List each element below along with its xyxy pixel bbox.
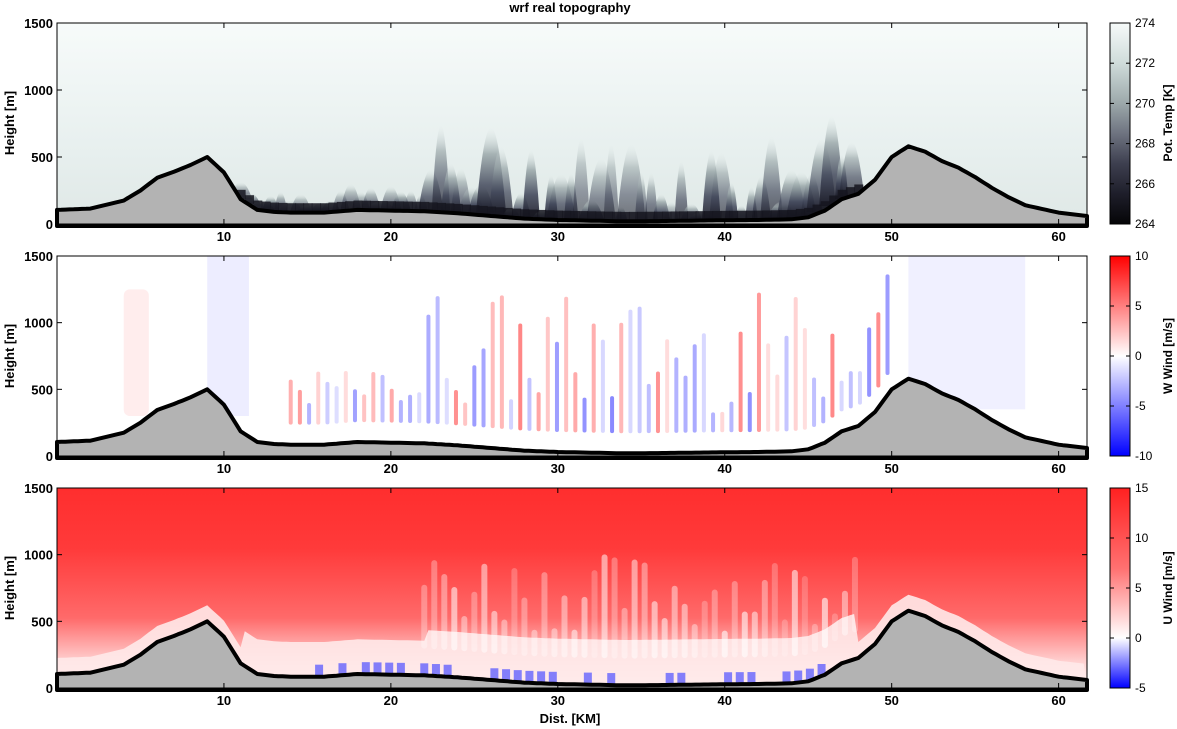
x-axis-label: Dist. [KM] (540, 711, 601, 726)
colorbar-ticks: -10 -5 0 5 10 (1110, 249, 1153, 463)
colorbar-tick-label: 0 (1135, 349, 1142, 363)
colorbar-label: U Wind [m/s] (1161, 551, 1175, 624)
x-axis: 10 20 30 40 50 60 (217, 488, 1066, 708)
colorbar-label: Pot. Temp [K] (1161, 84, 1175, 161)
x-tick-label: 60 (1051, 229, 1065, 244)
colorbar (1109, 22, 1131, 225)
y-tick-label: 0 (46, 217, 53, 232)
colorbar-tick-label: 5 (1135, 299, 1142, 313)
y-tick-label: 500 (31, 150, 53, 165)
colorbar-tick-label: 10 (1135, 531, 1149, 545)
y-tick-label: 0 (46, 681, 53, 696)
y-tick-label: 1000 (24, 83, 53, 98)
terrain-profile (55, 608, 1089, 692)
x-tick-label: 60 (1051, 461, 1065, 476)
figure-title: wrf real topography (508, 0, 631, 15)
y-axis: 0 500 1000 1500 (24, 16, 1087, 232)
y-tick-label: 500 (31, 614, 53, 629)
x-tick-label: 40 (718, 461, 732, 476)
colorbar-tick-label: 264 (1135, 217, 1155, 231)
colorbar-tick-label: -5 (1135, 681, 1146, 695)
colorbar-tick-label: 268 (1135, 137, 1155, 151)
x-tick-label: 60 (1051, 693, 1065, 708)
terrain-profile (55, 376, 1089, 460)
y-tick-label: 1000 (24, 316, 53, 331)
x-tick-label: 20 (384, 461, 398, 476)
y-tick-label: 500 (31, 382, 53, 397)
x-tick-label: 30 (551, 229, 565, 244)
y-tick-label: 0 (46, 449, 53, 464)
x-tick-label: 10 (217, 693, 231, 708)
y-tick-label: 1000 (24, 548, 53, 563)
plot-frame (56, 22, 1088, 225)
plot-frame (56, 487, 1088, 689)
colorbar-tick-label: 274 (1135, 16, 1155, 30)
y-tick-label: 1500 (24, 16, 53, 31)
colorbar-tick-label: 15 (1135, 481, 1149, 495)
y-tick-label: 1500 (24, 481, 53, 496)
y-axis-label: Height [m] (2, 324, 17, 388)
x-tick-label: 40 (718, 229, 732, 244)
colorbar-tick-label: 5 (1135, 581, 1142, 595)
terrain-profile (55, 144, 1089, 228)
x-tick-label: 50 (884, 229, 898, 244)
colorbar-tick-label: 0 (1135, 631, 1142, 645)
colorbar-tick-label: 10 (1135, 249, 1149, 263)
y-axis-label: Height [m] (2, 91, 17, 155)
colorbar-tick-label: 266 (1135, 177, 1155, 191)
plot-frame (56, 255, 1088, 457)
x-tick-label: 40 (718, 693, 732, 708)
y-axis: 0 500 1000 1500 (24, 249, 1087, 464)
colorbar-ticks: -5 0 5 10 15 (1110, 481, 1149, 695)
x-axis: 10 20 30 40 50 60 (217, 256, 1066, 476)
colorbar-label: W Wind [m/s] (1161, 318, 1175, 394)
x-tick-label: 10 (217, 229, 231, 244)
pot-temp-panel: 10 20 30 40 50 60 0 500 1000 1500 Height [m] 264… (2, 16, 1175, 244)
colorbar-tick-label: 272 (1135, 56, 1155, 70)
x-tick-label: 30 (551, 693, 565, 708)
x-tick-label: 50 (884, 461, 898, 476)
x-tick-label: 10 (217, 461, 231, 476)
x-tick-label: 30 (551, 461, 565, 476)
x-axis: 10 20 30 40 50 60 (217, 23, 1066, 244)
y-axis: 0 500 1000 1500 (24, 481, 1087, 696)
y-tick-label: 1500 (24, 249, 53, 264)
colorbar-tick-label: -5 (1135, 399, 1146, 413)
x-tick-label: 20 (384, 229, 398, 244)
colorbar-ticks: 264 266 268 270 272 274 (1110, 16, 1155, 231)
colorbar-tick-label: 270 (1135, 96, 1155, 110)
x-tick-label: 50 (884, 693, 898, 708)
x-tick-label: 20 (384, 693, 398, 708)
colorbar-tick-label: -10 (1135, 449, 1153, 463)
y-axis-label: Height [m] (2, 556, 17, 620)
